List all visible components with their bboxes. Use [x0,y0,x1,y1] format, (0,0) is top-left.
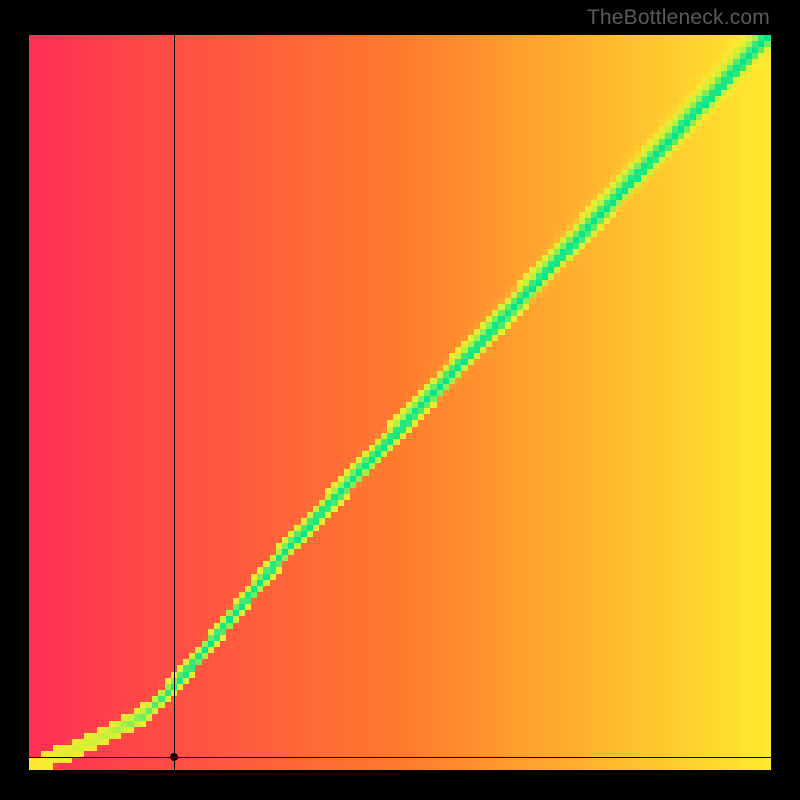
crosshair-point-marker [170,753,178,761]
attribution-text: TheBottleneck.com [587,6,770,30]
heatmap-canvas [29,35,771,770]
plot-area [29,35,771,770]
crosshair-vertical [174,35,175,770]
outer-frame: TheBottleneck.com [0,0,800,800]
crosshair-horizontal [29,757,771,758]
